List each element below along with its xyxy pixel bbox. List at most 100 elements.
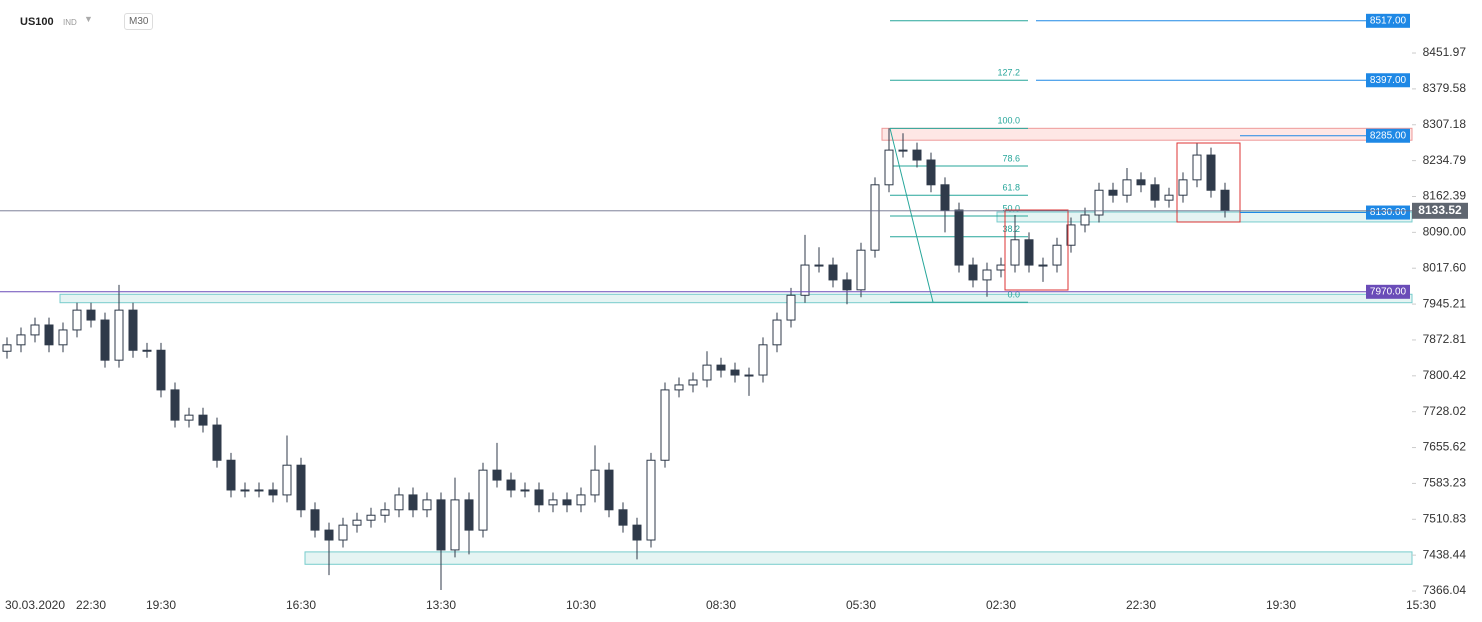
candle-body xyxy=(1010,239,1020,266)
candle-body xyxy=(548,499,558,506)
candle-body xyxy=(184,414,194,421)
candle-body xyxy=(170,389,180,421)
candle-body xyxy=(114,309,124,361)
candle-body xyxy=(562,499,572,506)
level-box xyxy=(1366,13,1410,28)
fib-label: 50.0 xyxy=(1002,203,1020,213)
candle-body xyxy=(604,469,614,511)
y-tick-label: 8379.58 xyxy=(1423,81,1467,95)
level-label: 8397.00 xyxy=(1370,75,1407,86)
candle-body xyxy=(226,459,236,491)
x-tick-label: 05:30 xyxy=(846,598,876,612)
candle-body xyxy=(660,389,670,461)
candle-body xyxy=(44,324,54,346)
candle-body xyxy=(674,384,684,391)
last-price-box xyxy=(1412,202,1468,219)
candle-body xyxy=(968,264,978,281)
candle-body xyxy=(1038,264,1048,267)
y-tick-label: 8162.39 xyxy=(1423,189,1467,203)
candle-body xyxy=(590,469,600,496)
candle-body xyxy=(1108,189,1118,196)
level-label: 8130.00 xyxy=(1370,207,1407,218)
candle-body xyxy=(366,514,376,521)
symbol[interactable]: US100 xyxy=(20,16,54,28)
y-tick-label: 7366.04 xyxy=(1423,583,1467,597)
dropdown-arrow[interactable]: ▼ xyxy=(84,14,93,24)
x-tick-label: 13:30 xyxy=(426,598,456,612)
candle-body xyxy=(828,264,838,281)
x-tick-label: 02:30 xyxy=(986,598,1016,612)
y-tick-label: 7945.21 xyxy=(1423,296,1467,310)
y-tick-label: 8090.00 xyxy=(1423,225,1467,239)
candle-body xyxy=(296,464,306,511)
x-tick-label: 19:30 xyxy=(146,598,176,612)
candle-body xyxy=(324,529,334,541)
candle-body xyxy=(352,519,362,526)
candle-body xyxy=(898,149,908,152)
x-tick-label: 10:30 xyxy=(566,598,596,612)
candle-body xyxy=(520,489,530,492)
candle-body xyxy=(730,369,740,376)
fib-label: 78.6 xyxy=(1002,153,1020,163)
candle-body xyxy=(58,329,68,346)
candle-body xyxy=(142,349,152,352)
y-tick-label: 8234.79 xyxy=(1423,153,1467,167)
candle-body xyxy=(492,469,502,481)
fib-label: 100.0 xyxy=(997,116,1020,126)
candle-body xyxy=(744,374,754,377)
market: IND xyxy=(63,18,77,27)
last-price-label: 8133.52 xyxy=(1418,203,1462,217)
x-tick-label: 08:30 xyxy=(706,598,736,612)
candle-body xyxy=(716,364,726,371)
candle-body xyxy=(86,309,96,321)
candle-body xyxy=(1122,179,1132,196)
candle-body xyxy=(478,469,488,531)
candle-body xyxy=(338,524,348,541)
y-tick-label: 7510.83 xyxy=(1423,511,1467,525)
x-tick-label: 22:30 xyxy=(1126,598,1156,612)
candle-body xyxy=(982,269,992,281)
annotation-box xyxy=(1004,209,1069,291)
candle-body xyxy=(772,319,782,346)
y-tick-label: 7872.81 xyxy=(1423,332,1467,346)
candle-body xyxy=(254,489,264,492)
candle-body xyxy=(870,184,880,251)
candle-body xyxy=(1080,214,1090,226)
candle-body xyxy=(394,494,404,511)
candle-body xyxy=(702,364,712,381)
level-box xyxy=(1366,205,1410,220)
level-box xyxy=(1366,73,1410,88)
candle-body xyxy=(30,324,40,336)
candle-body xyxy=(282,464,292,496)
candle-body xyxy=(128,309,138,351)
zone xyxy=(59,293,1413,304)
y-tick-label: 7728.02 xyxy=(1423,404,1467,418)
candle-body xyxy=(1066,224,1076,246)
candle-body xyxy=(1024,239,1034,266)
x-tick-label: 19:30 xyxy=(1266,598,1296,612)
zone xyxy=(881,127,1413,141)
candle-body xyxy=(912,149,922,161)
candle-body xyxy=(856,249,866,291)
candle-body xyxy=(310,509,320,531)
timeframe[interactable]: M30 xyxy=(124,13,154,30)
y-tick-label: 7438.44 xyxy=(1423,547,1467,561)
candle-body xyxy=(240,489,250,492)
candle-body xyxy=(1192,154,1202,181)
candle-body xyxy=(940,184,950,211)
candle-body xyxy=(380,509,390,516)
y-tick-label: 8307.18 xyxy=(1423,117,1467,131)
candle-body xyxy=(506,479,516,491)
candle-body xyxy=(72,309,82,331)
candle-body xyxy=(954,209,964,266)
zone xyxy=(996,211,1413,223)
level-label: 8285.00 xyxy=(1370,130,1407,141)
candle-body xyxy=(1164,194,1174,201)
candle-body xyxy=(926,159,936,186)
candle-body xyxy=(156,349,166,391)
candle-body xyxy=(436,499,446,551)
candle-body xyxy=(534,489,544,506)
y-tick-label: 7800.42 xyxy=(1423,368,1467,382)
